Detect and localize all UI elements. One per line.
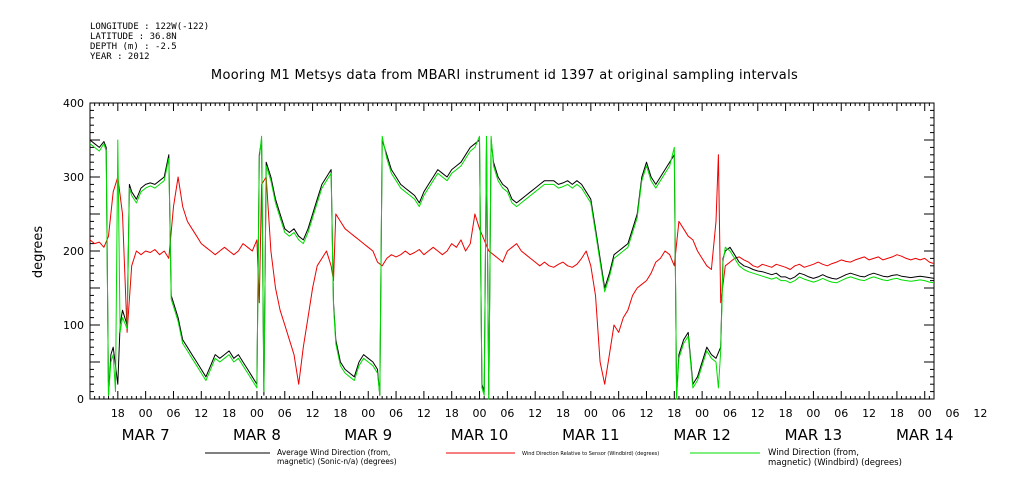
y-tick-label: 0	[77, 393, 84, 406]
chart-title: Mooring M1 Metsys data from MBARI instru…	[210, 68, 799, 83]
x-tick-label: 12	[973, 407, 987, 420]
x-tick-label: 00	[806, 407, 820, 420]
x-tick-label: 00	[250, 407, 264, 420]
legend-label-relative-wind-direction: Wind Direction Relative to Sensor (Windb…	[522, 451, 659, 457]
series-line-0	[89, 139, 935, 396]
y-tick-label: 200	[63, 245, 84, 258]
y-tick-label: 300	[63, 171, 84, 184]
x-tick-label: 12	[528, 407, 542, 420]
y-tick-label: 100	[63, 319, 84, 332]
depth-label: DEPTH (m) : -2.5	[90, 42, 177, 52]
x-tick-label: 12	[306, 407, 320, 420]
y-tick-label: 400	[63, 97, 84, 110]
x-tick-label: 06	[500, 407, 514, 420]
x-tick-label: 18	[667, 407, 681, 420]
x-tick-label: 12	[194, 407, 208, 420]
longitude-label: LONGITUDE : 122W(-122)	[90, 22, 210, 32]
x-tick-label: 06	[946, 407, 960, 420]
x-tick-label: 06	[278, 407, 292, 420]
x-tick-label: 00	[584, 407, 598, 420]
legend: Average Wind Direction (from, magnetic) …	[205, 448, 902, 468]
x-tick-label: 12	[417, 407, 431, 420]
y-axis-label: degrees	[31, 226, 46, 279]
x-tick-label: 06	[834, 407, 848, 420]
x-tick-label: 18	[890, 407, 904, 420]
x-tick-label: 06	[389, 407, 403, 420]
x-tick-label: 18	[556, 407, 570, 420]
x-tick-label: 06	[723, 407, 737, 420]
series-line-1	[89, 154, 935, 385]
x-day-label: MAR 7	[122, 426, 170, 444]
metadata-block: LONGITUDE : 122W(-122) LATITUDE : 36.8N …	[90, 22, 209, 62]
x-tick-label: 12	[751, 407, 765, 420]
legend-label-windbird-direction: Wind Direction (from,	[768, 448, 859, 458]
x-day-label: MAR 9	[344, 426, 392, 444]
legend-label-average-wind-direction-2: magnetic) (Sonic-n/a) (degrees)	[277, 457, 397, 466]
year-label: YEAR : 2012	[90, 52, 150, 62]
x-tick-label: 00	[695, 407, 709, 420]
x-day-label: MAR 13	[785, 426, 842, 444]
x-tick-label: 00	[139, 407, 153, 420]
x-tick-label: 00	[361, 407, 375, 420]
plot-axes: 0 100 200 300 400 18 00 06 12 18 00 06 12 18 00 06 12 18 0…	[63, 97, 987, 444]
x-tick-label: 00	[473, 407, 487, 420]
x-tick-label: 06	[166, 407, 180, 420]
x-day-label: MAR 11	[562, 426, 619, 444]
x-day-label: MAR 14	[896, 426, 953, 444]
x-tick-label: 18	[445, 407, 459, 420]
plot-series	[89, 135, 935, 400]
x-day-label: MAR 10	[451, 426, 508, 444]
latitude-label: LATITUDE : 36.8N	[90, 32, 177, 42]
legend-label-average-wind-direction: Average Wind Direction (from,	[277, 448, 390, 457]
x-tick-label: 06	[612, 407, 626, 420]
x-tick-label: 12	[862, 407, 876, 420]
series-line-2	[89, 135, 935, 400]
x-tick-label: 18	[222, 407, 236, 420]
x-day-label: MAR 8	[233, 426, 281, 444]
x-day-label: MAR 12	[673, 426, 730, 444]
plot-frame	[89, 102, 935, 400]
x-tick-label: 18	[111, 407, 125, 420]
x-tick-label: 18	[779, 407, 793, 420]
x-tick-label: 12	[639, 407, 653, 420]
x-tick-label: 18	[333, 407, 347, 420]
x-tick-label: 00	[918, 407, 932, 420]
legend-label-windbird-direction-2: magnetic) (Windbird) (degrees)	[768, 458, 902, 468]
